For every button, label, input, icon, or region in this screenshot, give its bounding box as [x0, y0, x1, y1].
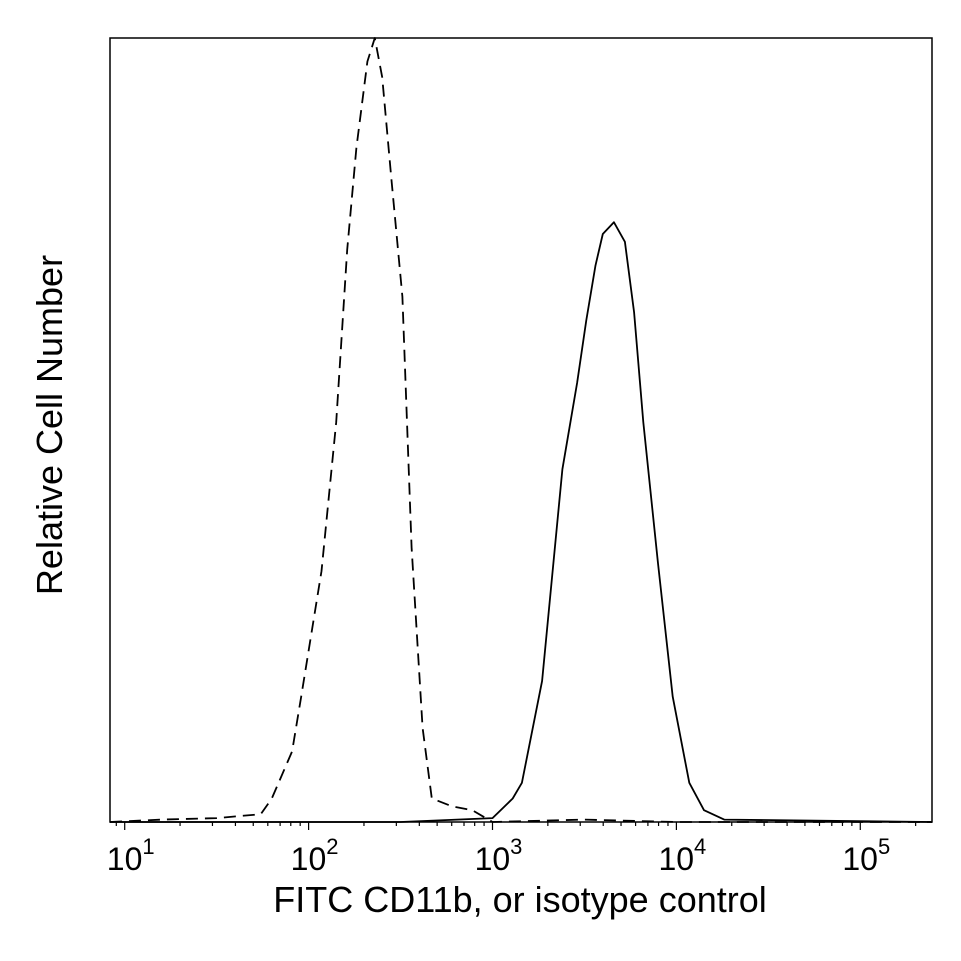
series-fitc-cd11b-line	[110, 221, 933, 823]
x-tick-label: 105	[842, 834, 890, 877]
x-tick-label: 102	[291, 834, 339, 877]
x-tick-label: 103	[475, 834, 523, 877]
plot-frame	[109, 37, 933, 823]
series-group	[109, 37, 933, 823]
x-tick-labels: 101 102 103 104 105	[107, 834, 890, 877]
x-axis-ticks	[115, 822, 917, 830]
y-axis-label: Relative Cell Number	[29, 255, 70, 595]
x-tick-label: 101	[107, 834, 155, 877]
series-isotype-control-line	[109, 37, 932, 823]
x-axis-label: FITC CD11b, or isotype control	[273, 879, 767, 920]
x-tick-label: 104	[658, 834, 706, 877]
